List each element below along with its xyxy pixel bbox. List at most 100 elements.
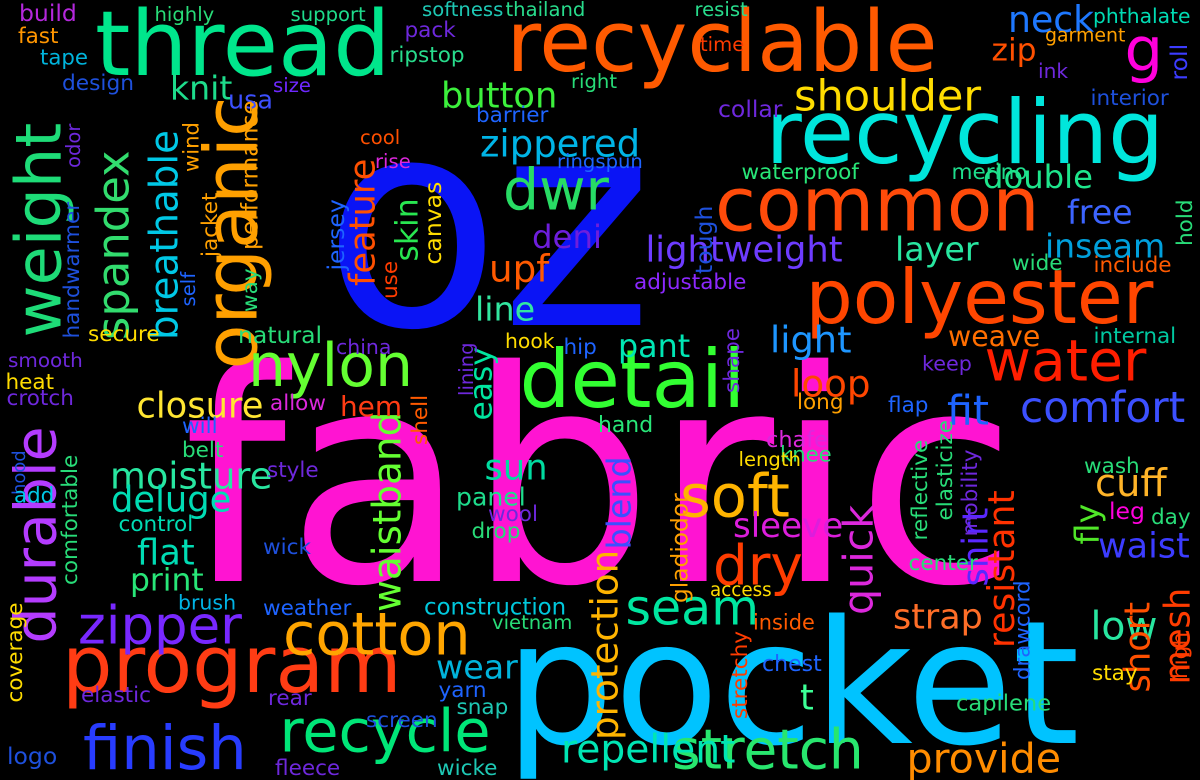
word-provide: provide — [906, 734, 1062, 780]
word-detail: detail — [519, 332, 746, 426]
word-flap: flap — [888, 393, 929, 418]
word-softness: softness — [422, 0, 504, 21]
word-handwarmer: handwarmer — [60, 201, 85, 339]
word-coverage: coverage — [3, 602, 28, 703]
word-resist: resist — [694, 0, 748, 21]
word-quick: quick — [834, 504, 883, 615]
word-sleeve: sleeve — [733, 506, 844, 546]
word-dry: dry — [713, 533, 803, 598]
word-wash: wash — [1084, 454, 1140, 479]
word-wide: wide — [1012, 251, 1063, 276]
word-will: will — [182, 414, 218, 439]
word-performance: performance — [235, 100, 264, 250]
word-internal: internal — [1093, 324, 1177, 349]
word-inseam: inseam — [1045, 226, 1166, 266]
word-fly: fly — [1067, 503, 1107, 545]
word-thread: thread — [95, 0, 391, 97]
word-fit: fit — [947, 386, 990, 435]
word-canvas: canvas — [419, 181, 447, 265]
word-zip: zip — [991, 32, 1037, 69]
word-usa: usa — [228, 84, 273, 115]
word-pack: pack — [404, 18, 456, 43]
word-fleece: fleece — [275, 756, 341, 780]
word-natural: natural — [238, 321, 323, 349]
word-wool: wool — [488, 502, 538, 527]
word-high: high — [1168, 632, 1193, 679]
word-wind: wind — [178, 122, 204, 172]
word-style: style — [267, 458, 319, 483]
word-seam: seam — [625, 579, 759, 637]
word-flat: flat — [137, 532, 195, 574]
word-pant: pant — [618, 329, 691, 365]
word-thailand: thailand — [505, 0, 586, 21]
word-tough: tough — [690, 205, 718, 274]
word-jersey: jersey — [322, 199, 350, 271]
word-dwr: dwr — [503, 157, 609, 224]
word-upf: upf — [489, 246, 550, 291]
word-spandex: spandex — [86, 150, 140, 340]
word-weather: weather — [263, 596, 352, 621]
word-interior: interior — [1090, 86, 1169, 111]
word-length: length — [738, 448, 801, 471]
word-control: control — [118, 512, 194, 537]
word-inside: inside — [753, 610, 815, 635]
word-water: water — [984, 328, 1147, 395]
word-program: program — [62, 618, 402, 711]
word-snap: snap — [456, 695, 509, 720]
word-g: g — [1124, 15, 1164, 86]
word-ringspun: ringspun — [557, 150, 643, 173]
word-free: free — [1067, 192, 1133, 232]
word-shape: shape — [720, 327, 745, 393]
word-stretchy: stretchy — [728, 630, 753, 719]
word-finish: finish — [83, 714, 247, 780]
word-capilene: capilene — [956, 690, 1052, 717]
word-rise: rise — [375, 150, 411, 173]
word-shell: shell — [408, 394, 433, 445]
word-vietnam: vietnam — [492, 611, 573, 634]
word-waterproof: waterproof — [741, 160, 859, 185]
word-access: access — [710, 580, 772, 601]
word-gladiodor: gladiodor — [666, 493, 694, 603]
word-nylon: nylon — [248, 331, 413, 401]
word-button: button — [441, 75, 558, 117]
word-lining: lining — [455, 342, 478, 396]
word-moisture: moisture — [110, 454, 273, 498]
word-weave: weave — [948, 320, 1041, 353]
word-recycle: recycle — [279, 696, 491, 766]
word-time: time — [700, 33, 745, 56]
word-repellent: repellent — [561, 727, 736, 773]
word-fast: fast — [18, 24, 59, 49]
word-cool: cool — [360, 126, 401, 149]
word-screen: screen — [366, 708, 438, 733]
word-strap: strap — [893, 597, 983, 638]
word-allow: allow — [270, 391, 326, 416]
word-protection: protection — [582, 549, 627, 740]
word-mobility: mobility — [958, 449, 983, 537]
word-jacket: jacket — [198, 192, 223, 257]
word-support: support — [290, 3, 366, 26]
word-use: use — [378, 260, 403, 299]
word-collar: collar — [718, 95, 783, 123]
word-add: add — [14, 483, 55, 509]
word-brush: brush — [178, 590, 237, 615]
word-highly: highly — [154, 3, 215, 26]
word-include: include — [1093, 253, 1172, 278]
word-zippered: zippered — [480, 122, 641, 166]
word-panel: panel — [456, 482, 526, 512]
word-hold: hold — [1173, 199, 1198, 246]
word-ripstop: ripstop — [389, 43, 465, 68]
word-oz: oz — [323, 57, 653, 394]
word-polyester: polyester — [805, 254, 1154, 341]
word-odor: odor — [62, 123, 85, 168]
word-drop: drop — [471, 519, 521, 544]
word-keep: keep — [922, 351, 972, 376]
word-cotton: cotton — [283, 599, 471, 669]
word-crotch: crotch — [6, 386, 74, 411]
word-yarn: yarn — [438, 678, 487, 703]
word-adjustable: adjustable — [634, 270, 747, 295]
word-way: way — [238, 268, 263, 312]
word-secure: secure — [88, 322, 160, 347]
word-loop: loop — [791, 361, 871, 406]
word-knit: knit — [170, 68, 233, 108]
word-drawcord: drawcord — [1010, 580, 1036, 680]
